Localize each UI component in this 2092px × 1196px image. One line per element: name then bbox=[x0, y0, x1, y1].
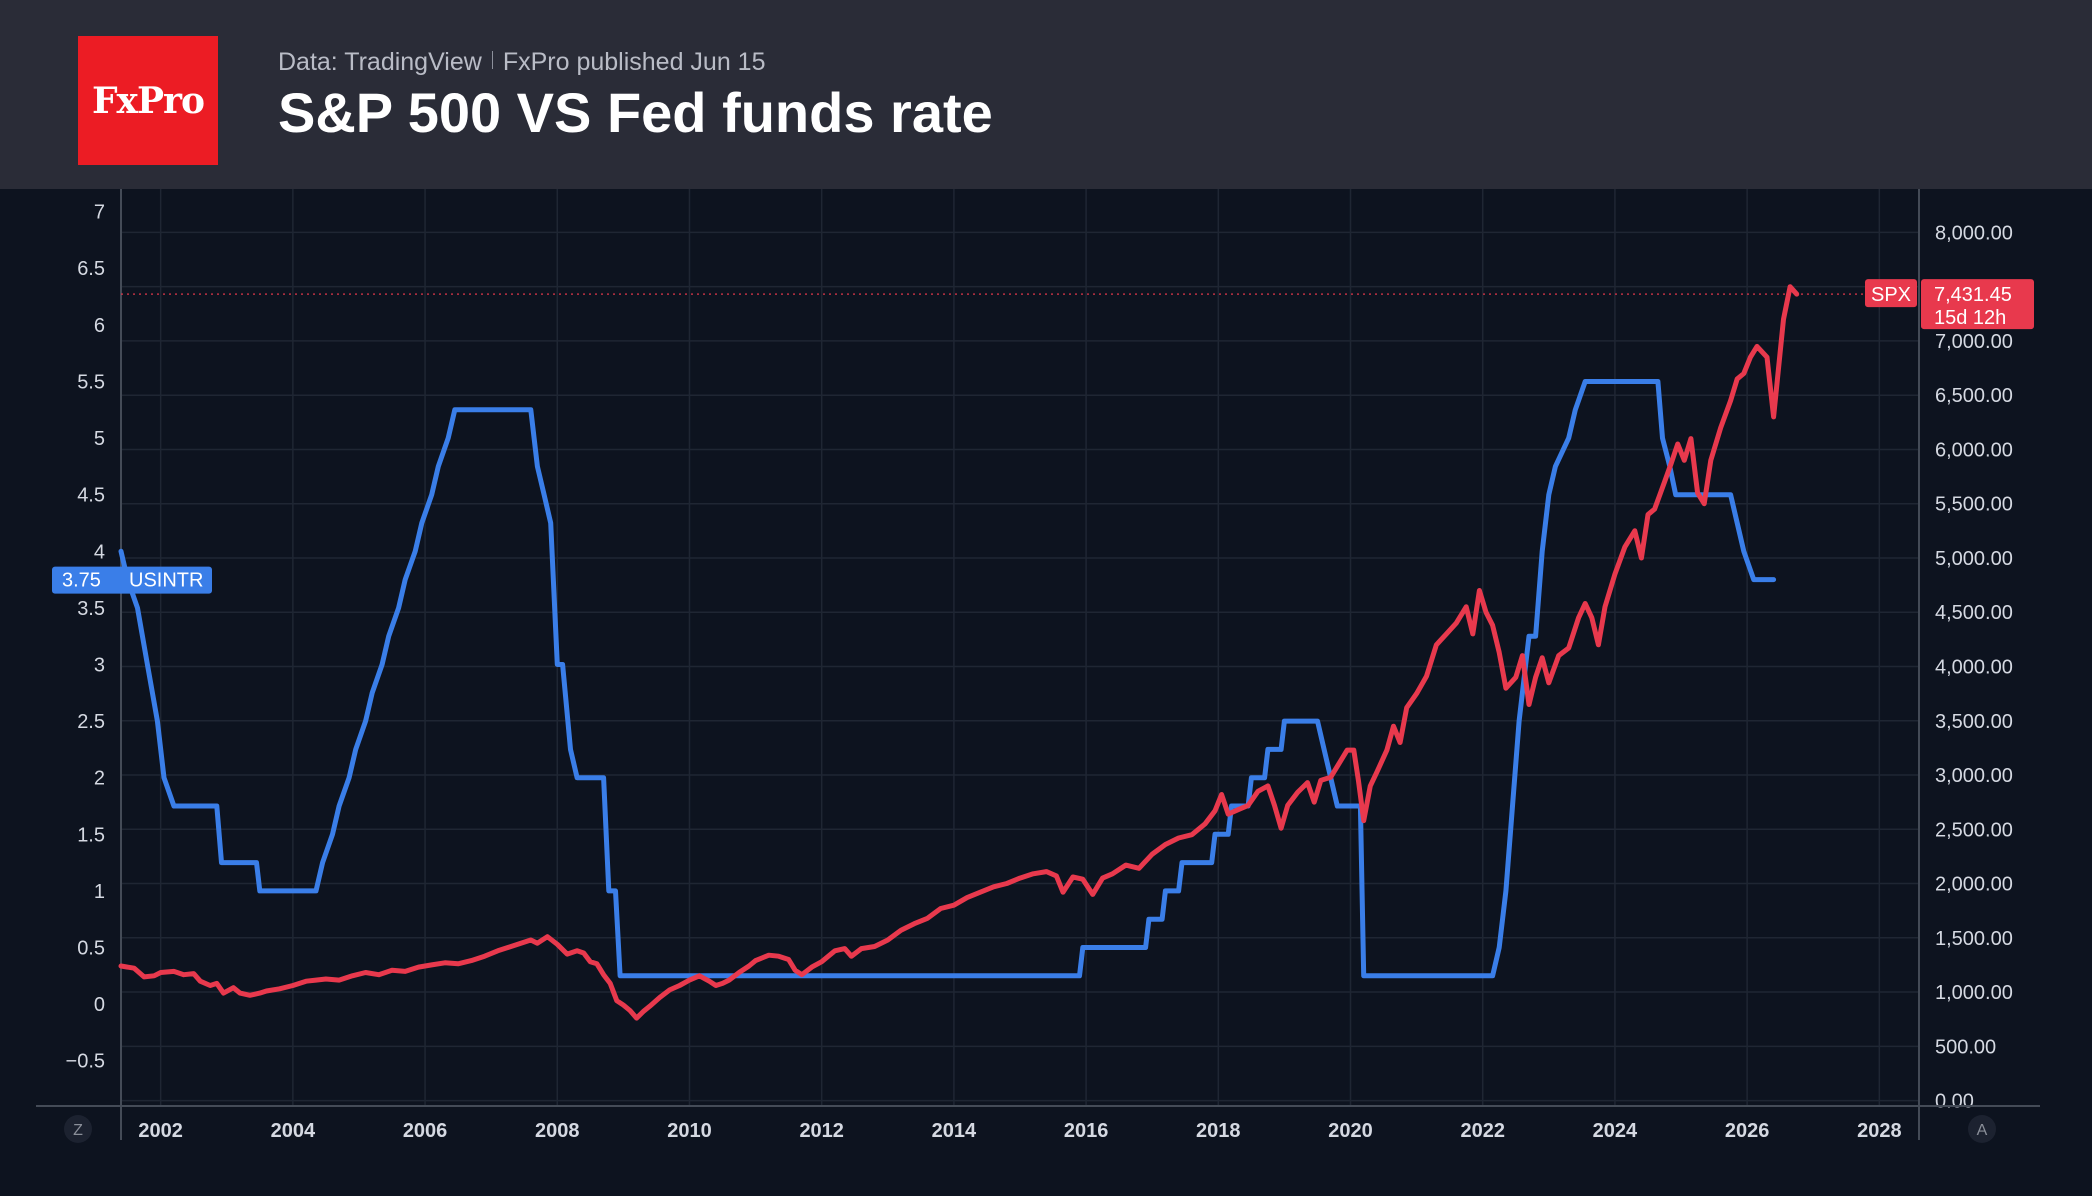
y-left-tick-label: 1 bbox=[94, 881, 105, 903]
x-tick-label: 2016 bbox=[1064, 1120, 1109, 1142]
x-tick-label: 2004 bbox=[271, 1120, 316, 1142]
y-left-tick-label: 4 bbox=[94, 541, 105, 563]
x-tick-label: 2018 bbox=[1196, 1120, 1241, 1142]
y-right-tick-label: 7,000.00 bbox=[1935, 331, 2013, 353]
series-lines bbox=[118, 284, 1800, 1021]
y-left-tick-label: 7 bbox=[94, 202, 105, 224]
y-right-tick-label: 5,500.00 bbox=[1935, 494, 2013, 516]
y-left-tick-label: 2.5 bbox=[77, 711, 105, 733]
spx-series-name: SPX bbox=[1871, 284, 1911, 306]
published-info: FxPro published Jun 15 bbox=[502, 48, 766, 76]
axis-ticks: 0.00 500.00 1,000.00 1,500.00 2,000.00 2,500.… bbox=[66, 202, 2013, 1142]
y-right-tick-label: 2,000.00 bbox=[1935, 874, 2013, 896]
y-left-tick-label: 4.5 bbox=[77, 485, 105, 507]
left-corner-label: Z bbox=[73, 1122, 83, 1139]
subtitle-separator bbox=[491, 51, 493, 69]
usintr-last-value: 3.75 bbox=[62, 570, 101, 592]
series-line-spx bbox=[118, 284, 1800, 1021]
y-left-tick-label: 3.5 bbox=[77, 598, 105, 620]
fxpro-logo: FxPro bbox=[78, 36, 218, 165]
data-source: Data: TradingView bbox=[278, 48, 482, 76]
x-tick-label: 2026 bbox=[1725, 1120, 1770, 1142]
y-right-tick-label: 3,500.00 bbox=[1935, 711, 2013, 733]
y-right-tick-label: 4,500.00 bbox=[1935, 602, 2013, 624]
y-right-tick-label: 2,500.00 bbox=[1935, 819, 2013, 841]
y-left-tick-label: 5 bbox=[94, 428, 105, 450]
spx-value-bg bbox=[1921, 279, 2034, 330]
y-left-tick-label: 3 bbox=[94, 654, 105, 676]
y-right-tick-label: 3,000.00 bbox=[1935, 765, 2013, 787]
x-tick-label: 2020 bbox=[1328, 1120, 1373, 1142]
x-tick-label: 2012 bbox=[799, 1120, 844, 1142]
y-left-tick-label: −0.5 bbox=[66, 1051, 105, 1073]
y-left-tick-label: 5.5 bbox=[77, 371, 105, 393]
right-corner-badge bbox=[1968, 1115, 1996, 1143]
y-left-tick-label: 6 bbox=[94, 315, 105, 337]
x-tick-label: 2022 bbox=[1460, 1120, 1505, 1142]
y-right-tick-label: 6,500.00 bbox=[1935, 385, 2013, 407]
series-line-usintr bbox=[118, 379, 1777, 979]
chart-subtitle: Data: TradingView FxPro published Jun 15 bbox=[278, 48, 766, 77]
y-right-tick-label: 6,000.00 bbox=[1935, 439, 2013, 461]
y-left-tick-label: 0 bbox=[94, 994, 105, 1016]
x-tick-label: 2014 bbox=[932, 1120, 977, 1142]
y-left-tick-label: 6.5 bbox=[77, 258, 105, 280]
spx-last-value: 7,431.45 bbox=[1934, 284, 2012, 306]
chart-title: S&P 500 VS Fed funds rate bbox=[278, 81, 993, 144]
y-right-tick-label: 4,000.00 bbox=[1935, 656, 2013, 678]
x-tick-label: 2006 bbox=[403, 1120, 448, 1142]
x-tick-label: 2028 bbox=[1857, 1120, 1902, 1142]
x-tick-label: 2008 bbox=[535, 1120, 580, 1142]
x-tick-label: 2002 bbox=[138, 1120, 183, 1142]
y-left-tick-label: 2 bbox=[94, 768, 105, 790]
usintr-series-name: USINTR bbox=[129, 570, 203, 592]
y-right-tick-label: 1,000.00 bbox=[1935, 982, 2013, 1004]
x-tick-label: 2024 bbox=[1593, 1120, 1638, 1142]
x-tick-label: 2010 bbox=[667, 1120, 712, 1142]
y-right-tick-label: 0.00 bbox=[1935, 1091, 1974, 1113]
spx-countdown: 15d 12h bbox=[1934, 307, 2006, 329]
y-left-tick-label: 1.5 bbox=[77, 824, 105, 846]
spx-name-bg bbox=[1865, 279, 1917, 308]
y-right-tick-label: 8,000.00 bbox=[1935, 222, 2013, 244]
y-right-tick-label: 500.00 bbox=[1935, 1036, 1996, 1058]
y-right-tick-label: 5,000.00 bbox=[1935, 548, 2013, 570]
y-right-tick-label: 1,500.00 bbox=[1935, 928, 2013, 950]
usintr-label-bg bbox=[52, 566, 212, 594]
header-bar: FxPro Data: TradingView FxPro published J… bbox=[0, 0, 2092, 189]
right-corner-label: A bbox=[1977, 1122, 1988, 1139]
left-corner-badge bbox=[64, 1115, 92, 1143]
y-left-tick-label: 0.5 bbox=[77, 938, 105, 960]
